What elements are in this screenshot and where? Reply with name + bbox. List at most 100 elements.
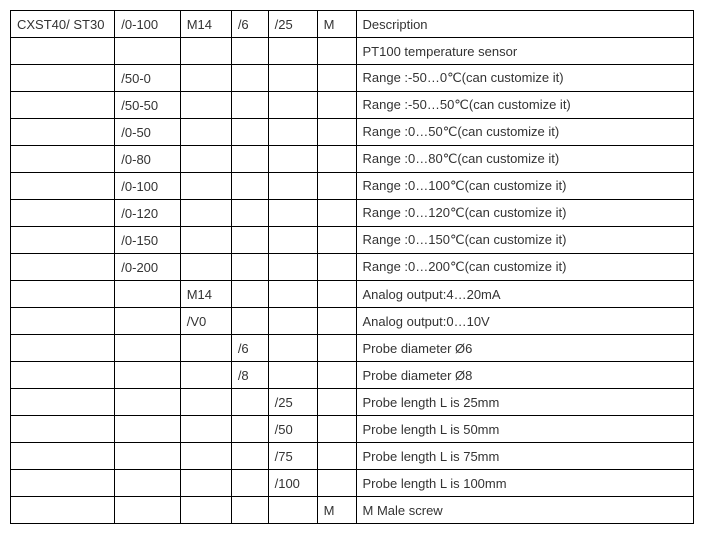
table-cell bbox=[268, 227, 317, 254]
table-row: /6 Probe diameter Ø6 bbox=[11, 335, 694, 362]
table-cell: M bbox=[317, 497, 356, 524]
table-cell bbox=[231, 389, 268, 416]
table-cell: M bbox=[317, 11, 356, 38]
table-cell bbox=[180, 119, 231, 146]
table-cell: Probe length L is 50mm bbox=[356, 416, 693, 443]
table-cell bbox=[231, 416, 268, 443]
table-cell bbox=[317, 362, 356, 389]
table-cell bbox=[180, 227, 231, 254]
table-cell bbox=[180, 416, 231, 443]
table-cell bbox=[115, 38, 180, 65]
table-cell bbox=[180, 497, 231, 524]
table-row: /0-120 Range :0…120℃(can customize it) bbox=[11, 200, 694, 227]
table-cell bbox=[317, 470, 356, 497]
table-cell bbox=[11, 38, 115, 65]
table-cell: Range :0…80℃(can customize it) bbox=[356, 146, 693, 173]
table-cell: M Male screw bbox=[356, 497, 693, 524]
table-cell bbox=[180, 65, 231, 92]
table-row: /0-100 Range :0…100℃(can customize it) bbox=[11, 173, 694, 200]
spec-table: CXST40/ ST30/0-100M14/6/25MDescriptionPT… bbox=[10, 10, 694, 524]
table-cell: Range :-50…0℃(can customize it) bbox=[356, 65, 693, 92]
table-cell bbox=[317, 335, 356, 362]
table-cell bbox=[11, 200, 115, 227]
table-cell: Description bbox=[356, 11, 693, 38]
table-cell bbox=[11, 443, 115, 470]
table-cell bbox=[115, 470, 180, 497]
table-cell: Range :0…50℃(can customize it) bbox=[356, 119, 693, 146]
table-cell: Probe diameter Ø6 bbox=[356, 335, 693, 362]
table-cell bbox=[268, 119, 317, 146]
table-cell bbox=[317, 443, 356, 470]
table-cell bbox=[268, 335, 317, 362]
table-cell bbox=[317, 200, 356, 227]
table-cell: /6 bbox=[231, 11, 268, 38]
table-cell: /25 bbox=[268, 389, 317, 416]
table-cell bbox=[268, 173, 317, 200]
table-cell bbox=[231, 281, 268, 308]
table-cell bbox=[268, 362, 317, 389]
table-cell bbox=[11, 335, 115, 362]
table-cell bbox=[180, 146, 231, 173]
table-cell bbox=[11, 173, 115, 200]
table-cell: Range :0…150℃(can customize it) bbox=[356, 227, 693, 254]
table-cell bbox=[11, 65, 115, 92]
table-cell bbox=[11, 416, 115, 443]
table-cell bbox=[11, 254, 115, 281]
table-cell: M14 bbox=[180, 11, 231, 38]
table-cell bbox=[180, 254, 231, 281]
table-cell: Probe diameter Ø8 bbox=[356, 362, 693, 389]
table-cell bbox=[317, 65, 356, 92]
table-row: /0-200Range :0…200℃(can customize it) bbox=[11, 254, 694, 281]
table-row: /50-0Range :-50…0℃(can customize it) bbox=[11, 65, 694, 92]
table-cell bbox=[268, 497, 317, 524]
table-cell: /0-100 bbox=[115, 173, 180, 200]
table-cell bbox=[268, 254, 317, 281]
table-cell bbox=[115, 335, 180, 362]
table-cell bbox=[317, 254, 356, 281]
table-cell: Probe length L is 75mm bbox=[356, 443, 693, 470]
table-cell bbox=[317, 173, 356, 200]
table-cell bbox=[231, 173, 268, 200]
table-cell: /0-120 bbox=[115, 200, 180, 227]
table-cell bbox=[268, 146, 317, 173]
table-cell: Range :0…200℃(can customize it) bbox=[356, 254, 693, 281]
table-cell bbox=[268, 38, 317, 65]
table-cell bbox=[317, 146, 356, 173]
table-row: MM Male screw bbox=[11, 497, 694, 524]
table-cell bbox=[115, 362, 180, 389]
table-cell bbox=[317, 281, 356, 308]
table-cell bbox=[231, 65, 268, 92]
table-cell: /0-50 bbox=[115, 119, 180, 146]
table-cell bbox=[268, 92, 317, 119]
table-cell bbox=[268, 308, 317, 335]
table-cell bbox=[231, 470, 268, 497]
table-cell: /V0 bbox=[180, 308, 231, 335]
table-cell: Range :0…100℃(can customize it) bbox=[356, 173, 693, 200]
table-cell bbox=[317, 38, 356, 65]
table-row: /8Probe diameter Ø8 bbox=[11, 362, 694, 389]
table-cell: CXST40/ ST30 bbox=[11, 11, 115, 38]
table-cell bbox=[317, 92, 356, 119]
table-cell bbox=[268, 281, 317, 308]
table-cell bbox=[231, 443, 268, 470]
table-row: /75Probe length L is 75mm bbox=[11, 443, 694, 470]
table-cell bbox=[231, 119, 268, 146]
table-cell: /0-100 bbox=[115, 11, 180, 38]
table-cell bbox=[11, 119, 115, 146]
table-cell bbox=[11, 308, 115, 335]
table-cell: /0-150 bbox=[115, 227, 180, 254]
table-cell: /25 bbox=[268, 11, 317, 38]
table-cell: /100 bbox=[268, 470, 317, 497]
table-cell: PT100 temperature sensor bbox=[356, 38, 693, 65]
table-cell bbox=[231, 38, 268, 65]
table-cell bbox=[317, 389, 356, 416]
table-cell: Analog output:0…10V bbox=[356, 308, 693, 335]
table-cell: Range :0…120℃(can customize it) bbox=[356, 200, 693, 227]
table-cell bbox=[231, 92, 268, 119]
table-cell bbox=[11, 281, 115, 308]
table-row: /50-50Range :-50…50℃(can customize it) bbox=[11, 92, 694, 119]
table-cell bbox=[317, 416, 356, 443]
table-cell bbox=[115, 281, 180, 308]
table-cell bbox=[231, 146, 268, 173]
table-cell: /6 bbox=[231, 335, 268, 362]
